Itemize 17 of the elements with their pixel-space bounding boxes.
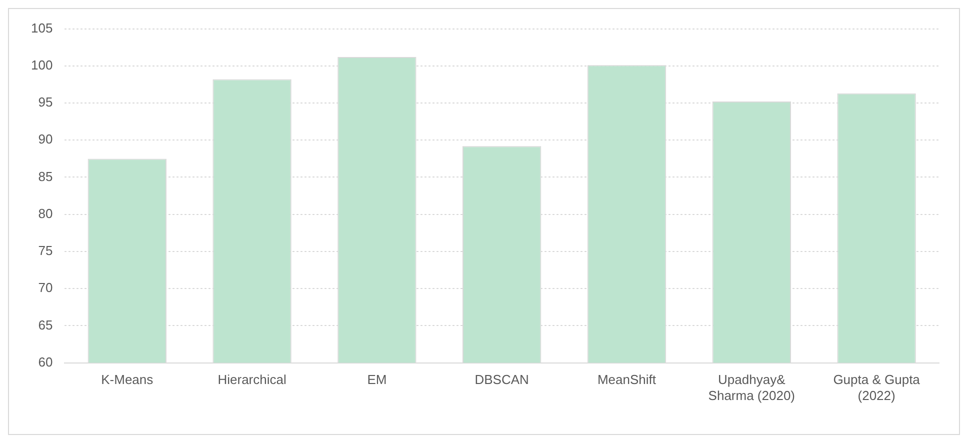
y-tick-label: 105 — [30, 20, 53, 36]
y-tick-label: 65 — [38, 317, 53, 332]
x-tick-label: DBSCAN — [474, 372, 529, 388]
x-tick-label: Upadhyay& Sharma (2020) — [708, 372, 796, 403]
y-tick-label: 75 — [38, 243, 53, 258]
y-tick-label: 85 — [38, 168, 53, 184]
y-tick-label: 90 — [38, 132, 53, 147]
y-tick-label: 95 — [38, 94, 53, 110]
x-tick-label: K-Means — [101, 372, 154, 388]
y-tick-label: 60 — [38, 354, 53, 370]
x-tick-label: MeanShift — [597, 372, 656, 388]
x-tick-label: EM — [367, 372, 387, 388]
x-tick-label: Gupta & Gupta (2022) — [833, 372, 921, 403]
y-tick-label: 80 — [38, 206, 53, 221]
x-tick-label: Hierarchical — [218, 372, 286, 388]
y-tick-label: 70 — [38, 280, 53, 296]
y-tick-label: 100 — [30, 57, 53, 72]
